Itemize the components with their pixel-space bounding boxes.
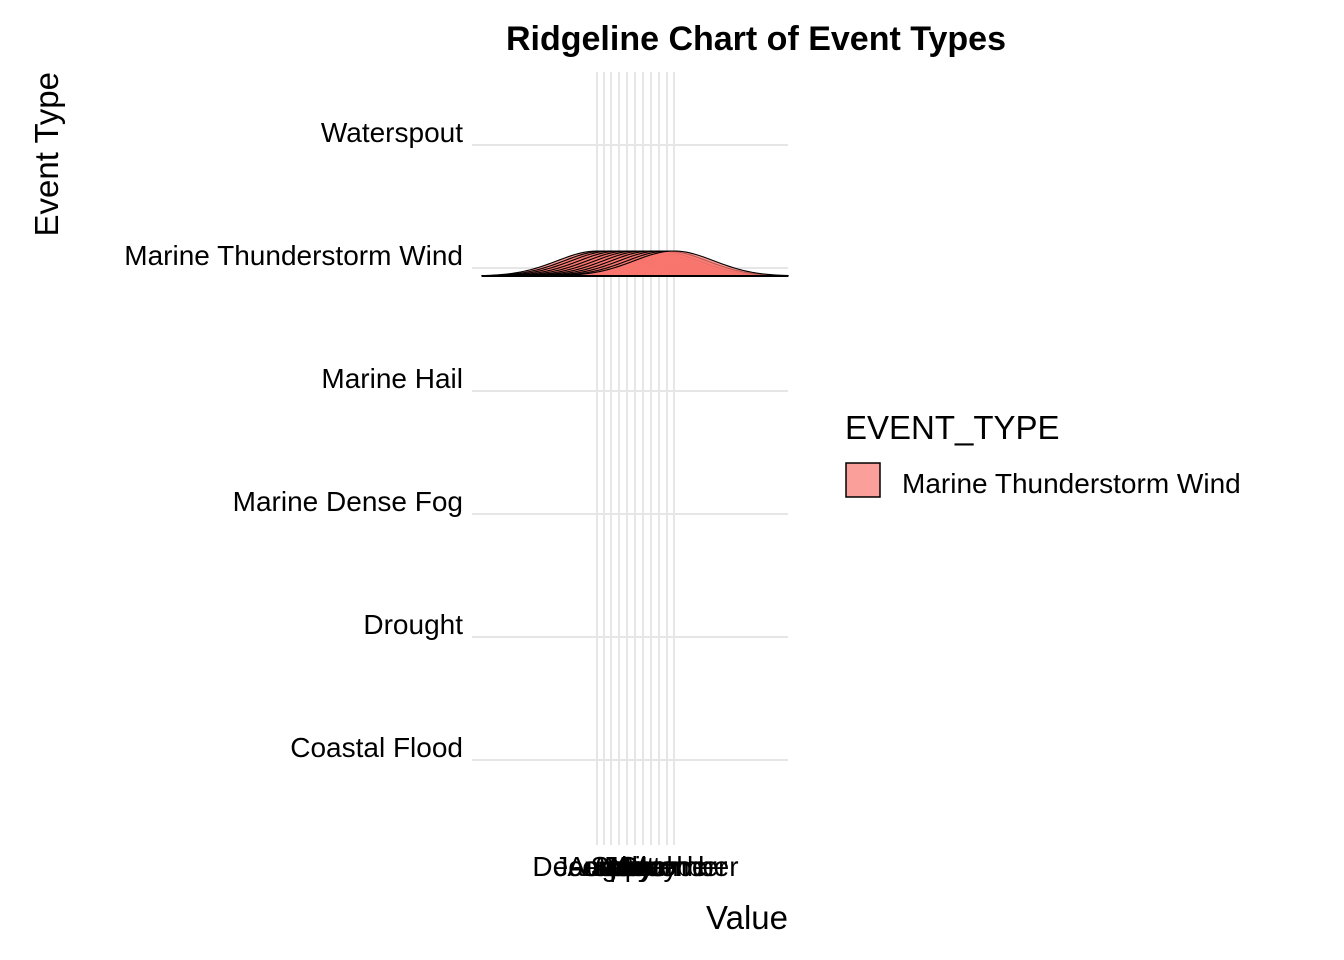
x-tick-label: September — [591, 851, 728, 882]
x-tick-label: January — [554, 851, 654, 882]
y-tick-label: Drought — [363, 609, 463, 640]
x-tick-label: October — [617, 851, 717, 882]
y-tick-label: Marine Dense Fog — [233, 486, 463, 517]
x-tick-label: November — [609, 851, 738, 882]
legend-swatch — [845, 462, 881, 498]
x-tick-label: April — [591, 851, 647, 882]
y-tick-label: Coastal Flood — [290, 732, 463, 763]
y-tick-label: Marine Hail — [321, 363, 463, 394]
x-tick-label: June — [605, 851, 666, 882]
legend: EVENT_TYPE Marine Thunderstorm Wind — [845, 409, 1241, 499]
chart-title: Ridgeline Chart of Event Types — [506, 20, 1006, 58]
x-tick-label: December — [532, 851, 661, 882]
x-tick-label: August — [567, 851, 654, 882]
legend-title: EVENT_TYPE — [845, 409, 1060, 446]
y-tick-label: Waterspout — [321, 117, 463, 148]
x-tick-labels: DecemberJanuaryAugustAprilJulyJuneMarchM… — [532, 851, 738, 882]
x-tick-label: May — [625, 851, 678, 882]
y-axis-title: Event Type — [28, 72, 65, 237]
x-tick-label: March — [604, 851, 682, 882]
grid-lines — [472, 72, 788, 845]
y-tick-labels: Coastal Flood Drought Marine Dense Fog Mari… — [124, 117, 463, 763]
legend-label: Marine Thunderstorm Wind — [902, 468, 1241, 499]
x-axis-title: Value — [706, 899, 788, 936]
ridges — [481, 250, 789, 277]
x-tick-label: July — [602, 851, 652, 882]
y-tick-label: Marine Thunderstorm Wind — [124, 240, 463, 271]
